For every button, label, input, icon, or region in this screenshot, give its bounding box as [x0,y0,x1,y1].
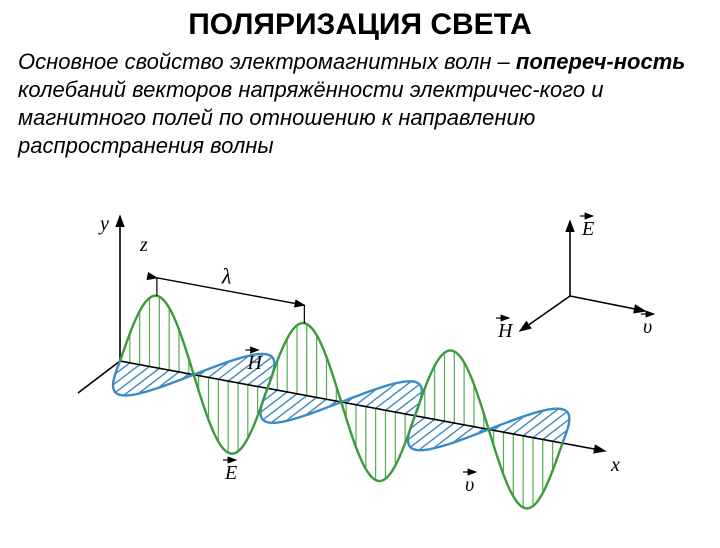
wave-diagram: y z x λ H Eυ E Hυ [0,161,720,541]
svg-text:x: x [610,454,620,476]
page-title: ПОЛЯРИЗАЦИЯ СВЕТА [0,8,720,42]
e-wave [120,295,562,508]
svg-text:y: y [98,213,109,235]
svg-text:H: H [247,352,264,374]
svg-text:H: H [497,320,514,342]
svg-text:υ: υ [643,316,652,338]
svg-text:E: E [224,462,237,484]
description-paragraph: Основное свойство электромагнитных волн … [0,48,720,161]
paragraph-pre: Основное свойство электромагнитных волн … [18,49,516,74]
inset-h-axis [520,296,570,331]
svg-text:E: E [581,218,594,240]
svg-text:z: z [139,234,148,256]
paragraph-bold: попереч-ность [516,49,685,74]
paragraph-post: колебаний векторов напряжённости электри… [18,77,603,158]
svg-text:υ: υ [465,474,474,496]
inset-v-axis [570,296,645,311]
svg-text:λ: λ [221,263,232,288]
